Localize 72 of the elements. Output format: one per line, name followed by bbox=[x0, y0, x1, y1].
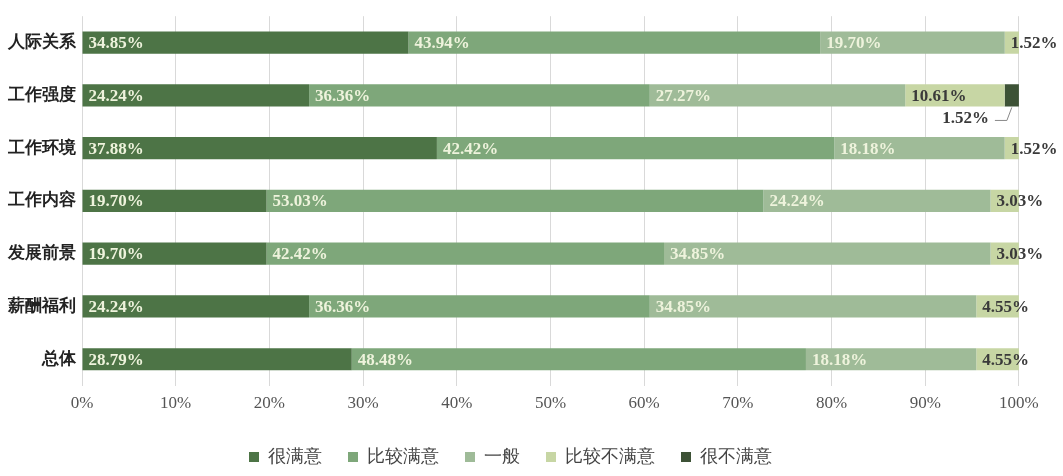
x-tick-label: 100% bbox=[999, 393, 1039, 413]
bar bbox=[649, 84, 906, 107]
legend-label: 一般 bbox=[484, 445, 520, 466]
x-tick-label: 90% bbox=[909, 393, 941, 413]
bar bbox=[309, 84, 650, 107]
data-label: 36.36% bbox=[315, 296, 371, 316]
x-tick-label: 80% bbox=[815, 393, 848, 413]
x-tick-label: 20% bbox=[253, 393, 285, 413]
data-label: 1.52% bbox=[1010, 32, 1058, 52]
data-label: 19.70% bbox=[88, 191, 144, 211]
bar bbox=[763, 189, 991, 212]
data-label: 27.27% bbox=[655, 85, 712, 105]
data-label: 24.24% bbox=[769, 191, 825, 211]
bar bbox=[82, 189, 267, 212]
bar bbox=[266, 242, 665, 265]
data-label: 53.03% bbox=[272, 191, 328, 211]
x-tick-label: 50% bbox=[534, 393, 567, 413]
bar bbox=[649, 295, 977, 318]
data-label: 18.18% bbox=[840, 138, 896, 158]
y-tick-label: 人际关系 bbox=[7, 31, 77, 51]
y-tick-label: 工作环境 bbox=[7, 137, 76, 157]
data-label: 1.52% bbox=[1010, 138, 1058, 158]
bar bbox=[82, 84, 310, 107]
x-tick-label: 0% bbox=[70, 393, 94, 413]
data-label: 3.03% bbox=[996, 244, 1044, 264]
y-tick-label: 薪酬福利 bbox=[7, 295, 76, 315]
bar bbox=[309, 295, 650, 318]
x-tick-label: 70% bbox=[722, 393, 754, 413]
data-label: 1.52% bbox=[942, 107, 989, 127]
bar bbox=[820, 31, 1005, 54]
bar bbox=[805, 348, 977, 371]
x-tick-label: 30% bbox=[347, 393, 379, 413]
x-tick-label: 40% bbox=[441, 393, 473, 413]
legend-label: 比较满意 bbox=[367, 445, 439, 466]
data-label: 43.94% bbox=[414, 32, 470, 52]
data-label: 18.18% bbox=[811, 349, 868, 369]
bar bbox=[82, 348, 352, 371]
bar bbox=[82, 31, 409, 54]
legend-label: 很不满意 bbox=[700, 445, 772, 466]
bar bbox=[82, 137, 437, 160]
data-label: 24.24% bbox=[88, 296, 144, 316]
bar bbox=[436, 137, 835, 160]
bar bbox=[408, 31, 821, 54]
bar bbox=[834, 137, 1005, 160]
data-label: 37.88% bbox=[88, 138, 144, 158]
data-label: 28.79% bbox=[88, 349, 144, 369]
data-label: 34.85% bbox=[88, 32, 144, 52]
data-label: 19.70% bbox=[826, 32, 882, 52]
data-label: 34.85% bbox=[670, 244, 726, 264]
legend-label: 很满意 bbox=[268, 445, 322, 466]
bar bbox=[266, 189, 764, 212]
bar bbox=[664, 242, 991, 265]
data-label: 10.61% bbox=[911, 85, 967, 105]
bar bbox=[82, 295, 310, 318]
bar bbox=[1004, 84, 1019, 107]
bar bbox=[82, 242, 267, 265]
bar bbox=[351, 348, 806, 371]
data-label: 36.36% bbox=[315, 85, 371, 105]
x-tick-label: 60% bbox=[628, 393, 660, 413]
y-tick-label: 工作强度 bbox=[7, 84, 76, 104]
y-tick-label: 总体 bbox=[41, 348, 77, 368]
y-tick-label: 工作内容 bbox=[7, 190, 76, 210]
x-tick-label: 10% bbox=[160, 393, 192, 413]
data-label: 48.48% bbox=[357, 349, 413, 369]
legend-label: 比较不满意 bbox=[565, 445, 655, 466]
data-label: 24.24% bbox=[88, 85, 144, 105]
data-label: 42.42% bbox=[272, 244, 328, 264]
data-label: 3.03% bbox=[996, 191, 1044, 211]
y-tick-label: 发展前景 bbox=[7, 243, 76, 263]
data-label: 34.85% bbox=[655, 296, 712, 316]
data-label: 19.70% bbox=[88, 244, 144, 264]
data-label: 42.42% bbox=[442, 138, 499, 158]
